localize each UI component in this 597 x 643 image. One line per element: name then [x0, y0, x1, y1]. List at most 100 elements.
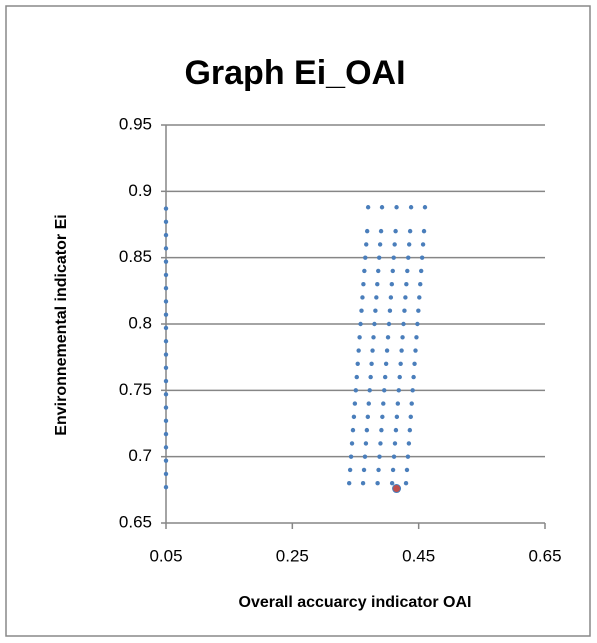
data-point — [392, 242, 397, 247]
data-point — [397, 374, 402, 380]
data-point — [367, 388, 372, 393]
data-point — [389, 481, 395, 486]
data-point — [403, 295, 408, 300]
data-point — [418, 282, 423, 287]
data-point — [359, 308, 364, 313]
data-point — [413, 348, 418, 353]
data-point — [364, 427, 370, 433]
data-point — [384, 348, 390, 353]
data-point — [406, 255, 411, 260]
data-point — [372, 321, 377, 327]
data-point — [414, 335, 419, 340]
chart-title: Graph Ei_OAI — [184, 54, 405, 92]
y-tick-label: 0.8 — [128, 313, 152, 332]
data-point — [382, 388, 387, 393]
data-point — [408, 205, 414, 210]
data-point — [357, 335, 362, 340]
y-tick-label: 0.9 — [128, 181, 152, 200]
data-point — [379, 205, 385, 210]
data-point — [382, 374, 388, 380]
data-point — [163, 272, 169, 278]
data-point — [400, 335, 405, 340]
data-point — [369, 361, 374, 366]
data-point — [163, 232, 169, 238]
data-point — [410, 388, 415, 393]
x-tick-label: 0.65 — [528, 546, 561, 565]
data-point — [401, 321, 406, 327]
data-point — [365, 414, 371, 420]
data-point — [419, 255, 425, 260]
y-axis-label: Environnemental indicator Ei — [53, 214, 70, 435]
data-point — [351, 414, 357, 420]
data-point — [394, 414, 400, 420]
data-point — [363, 255, 368, 260]
data-point — [375, 481, 380, 486]
y-tick-label: 0.75 — [119, 380, 152, 399]
data-point — [383, 361, 389, 366]
data-point — [362, 268, 367, 274]
data-point — [387, 308, 393, 313]
data-point — [417, 295, 422, 300]
data-point — [421, 228, 427, 234]
data-point — [420, 242, 426, 247]
data-point — [350, 427, 356, 433]
data-point — [391, 454, 397, 459]
data-point — [402, 308, 407, 313]
data-point — [406, 242, 412, 247]
data-point — [363, 441, 369, 446]
data-point — [349, 441, 355, 446]
data-point — [163, 471, 169, 477]
data-point — [163, 246, 169, 251]
data-point — [386, 321, 392, 327]
data-point — [409, 401, 414, 406]
data-point — [364, 228, 370, 234]
data-point — [393, 228, 398, 234]
data-point — [358, 321, 363, 327]
data-point — [361, 282, 366, 287]
data-point — [365, 205, 371, 210]
data-point — [392, 484, 402, 494]
data-point — [360, 295, 365, 300]
data-point — [163, 392, 169, 397]
data-point — [408, 414, 413, 420]
data-point — [374, 295, 379, 300]
data-point — [352, 401, 358, 406]
data-point — [403, 481, 409, 486]
data-point — [377, 454, 382, 459]
data-point — [404, 282, 409, 287]
data-point — [422, 205, 428, 210]
data-point — [378, 441, 383, 446]
data-point — [406, 441, 412, 446]
data-point — [390, 467, 396, 473]
data-point — [388, 295, 394, 300]
data-point — [368, 374, 373, 380]
data-point — [348, 454, 354, 459]
data-point — [163, 418, 169, 424]
data-point — [378, 228, 384, 234]
data-point — [373, 308, 378, 313]
data-point — [395, 401, 401, 406]
data-point — [389, 282, 395, 287]
x-tick-label: 0.45 — [402, 546, 435, 565]
data-point — [163, 259, 169, 264]
data-point — [163, 219, 169, 225]
data-point — [346, 481, 352, 486]
data-point — [399, 348, 404, 353]
data-point — [163, 365, 169, 370]
data-point — [392, 441, 398, 446]
data-point — [163, 325, 169, 331]
x-tick-label: 0.05 — [149, 546, 182, 565]
data-point — [163, 339, 169, 344]
data-point — [398, 361, 403, 366]
data-point — [163, 285, 169, 291]
data-point — [371, 335, 376, 340]
data-point — [347, 467, 353, 473]
data-point — [379, 427, 384, 433]
data-point — [405, 454, 411, 459]
data-point — [390, 268, 395, 274]
data-point — [353, 388, 359, 393]
data-point — [355, 361, 360, 366]
data-point — [163, 299, 169, 304]
data-point — [360, 481, 366, 486]
data-point — [415, 321, 420, 327]
